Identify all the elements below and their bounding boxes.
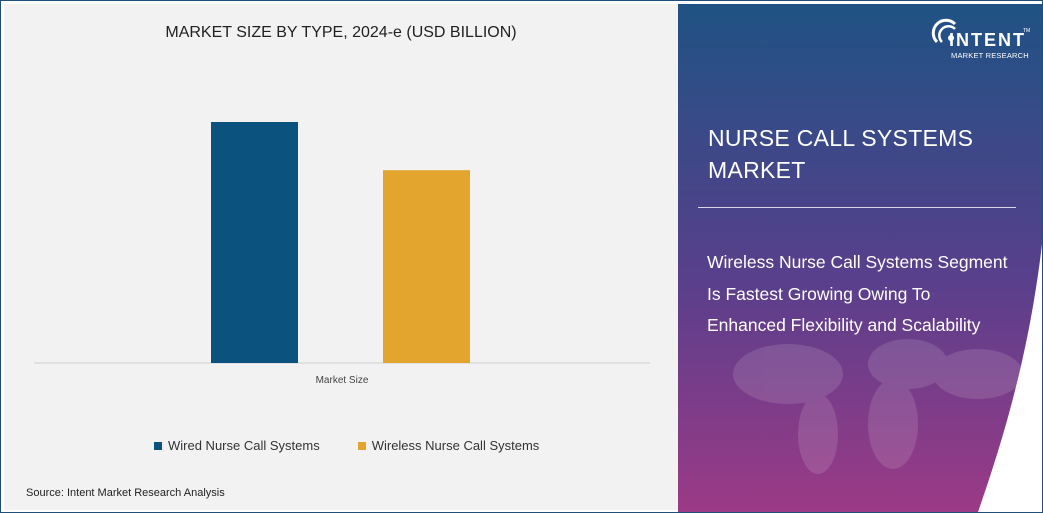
bar-chart: Market Size [34, 122, 650, 386]
divider [698, 207, 1016, 208]
legend-label: Wired Nurse Call Systems [168, 438, 320, 453]
segment-highlight: Wireless Nurse Call Systems Segment Is F… [707, 252, 1008, 335]
market-title: NURSE CALL SYSTEMS MARKET [708, 125, 974, 183]
source-note: Source: Intent Market Research Analysis [26, 487, 225, 499]
legend-swatch [154, 441, 162, 450]
bar-wireless-nurse-call-systems [383, 170, 470, 363]
legend-label: Wireless Nurse Call Systems [371, 438, 540, 453]
legend-swatch [357, 441, 366, 450]
x-tick-label: Market Size [316, 375, 369, 386]
world-map-graphic [733, 339, 1023, 474]
legend-item-wired: Wired Nurse Call Systems [154, 438, 320, 453]
panel-background [678, 4, 1042, 512]
bar-wired-nurse-call-systems [211, 122, 298, 363]
signal-icon [931, 18, 957, 44]
intent-logo: INTENT TM MARKET RESEARCH [931, 14, 1041, 64]
legend: Wired Nurse Call Systems Wireless Nurse … [154, 438, 539, 453]
title-panel: INTENT TM MARKET RESEARCH NURSE CALL SYS… [678, 4, 1042, 512]
legend-item-wireless: Wireless Nurse Call Systems [357, 438, 540, 453]
chart-title: MARKET SIZE BY TYPE, 2024-e (USD BILLION… [165, 24, 517, 41]
chart-panel: MARKET SIZE BY TYPE, 2024-e (USD BILLION… [4, 4, 678, 510]
